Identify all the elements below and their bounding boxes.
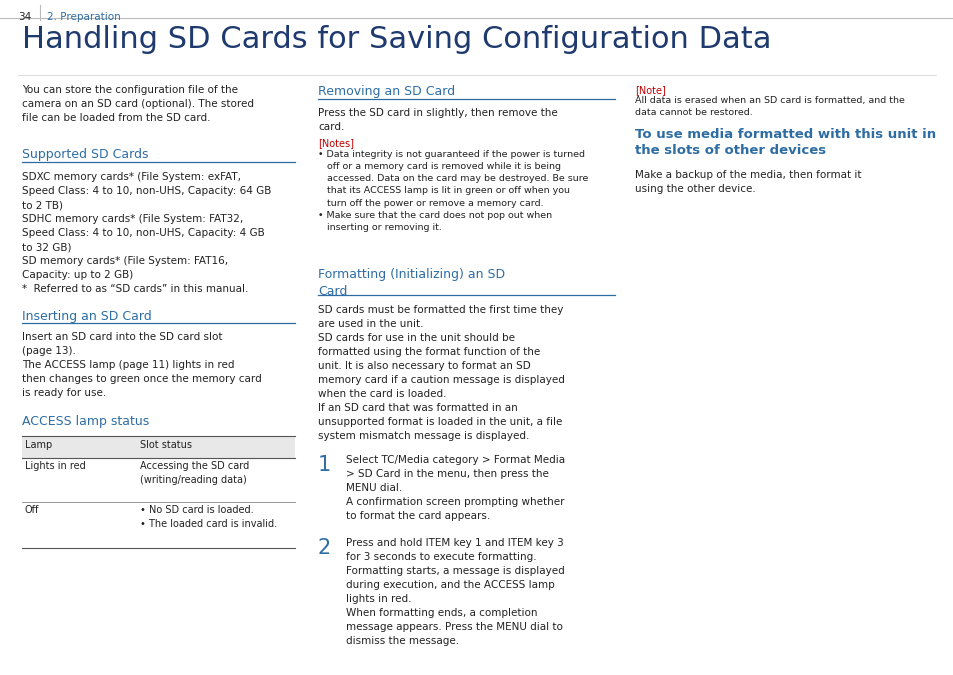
Text: Press and hold ITEM key 1 and ITEM key 3
for 3 seconds to execute formatting.
Fo: Press and hold ITEM key 1 and ITEM key 3… (346, 538, 564, 646)
Text: 1: 1 (317, 455, 331, 475)
Text: Handling SD Cards for Saving Configuration Data: Handling SD Cards for Saving Configurati… (22, 25, 771, 54)
Text: You can store the configuration file of the
camera on an SD card (optional). The: You can store the configuration file of … (22, 85, 253, 123)
Text: Inserting an SD Card: Inserting an SD Card (22, 310, 152, 323)
Text: Removing an SD Card: Removing an SD Card (317, 85, 455, 98)
Text: All data is erased when an SD card is formatted, and the
data cannot be restored: All data is erased when an SD card is fo… (635, 96, 904, 117)
Text: Make a backup of the media, then format it
using the other device.: Make a backup of the media, then format … (635, 170, 861, 194)
Text: [Note]: [Note] (635, 85, 665, 95)
Text: • No SD card is loaded.
• The loaded card is invalid.: • No SD card is loaded. • The loaded car… (140, 505, 276, 529)
Text: 2: 2 (317, 538, 331, 558)
Text: 34: 34 (18, 12, 31, 22)
Bar (22, 436, 294, 458)
Text: Off: Off (25, 505, 39, 515)
Text: Select TC/Media category > Format Media
> SD Card in the menu, then press the
ME: Select TC/Media category > Format Media … (346, 455, 564, 521)
Text: 2. Preparation: 2. Preparation (47, 12, 121, 22)
Text: Lights in red: Lights in red (25, 461, 86, 471)
Text: Press the SD card in slightly, then remove the
card.: Press the SD card in slightly, then remo… (317, 108, 558, 132)
Text: Supported SD Cards: Supported SD Cards (22, 148, 149, 161)
Text: Accessing the SD card
(writing/reading data): Accessing the SD card (writing/reading d… (140, 461, 249, 485)
Text: Insert an SD card into the SD card slot
(page 13).
The ACCESS lamp (page 11) lig: Insert an SD card into the SD card slot … (22, 332, 261, 398)
Text: ACCESS lamp status: ACCESS lamp status (22, 415, 149, 428)
Text: SDXC memory cards* (File System: exFAT,
Speed Class: 4 to 10, non-UHS, Capacity:: SDXC memory cards* (File System: exFAT, … (22, 172, 271, 294)
Text: [Notes]: [Notes] (317, 138, 354, 148)
Text: To use media formatted with this unit in
the slots of other devices: To use media formatted with this unit in… (635, 128, 935, 157)
Text: Slot status: Slot status (140, 440, 192, 450)
Text: • Data integrity is not guaranteed if the power is turned
   off or a memory car: • Data integrity is not guaranteed if th… (317, 150, 588, 232)
Text: Lamp: Lamp (25, 440, 52, 450)
Text: Formatting (Initializing) an SD
Card: Formatting (Initializing) an SD Card (317, 268, 504, 298)
Text: SD cards must be formatted the first time they
are used in the unit.
SD cards fo: SD cards must be formatted the first tim… (317, 305, 564, 441)
